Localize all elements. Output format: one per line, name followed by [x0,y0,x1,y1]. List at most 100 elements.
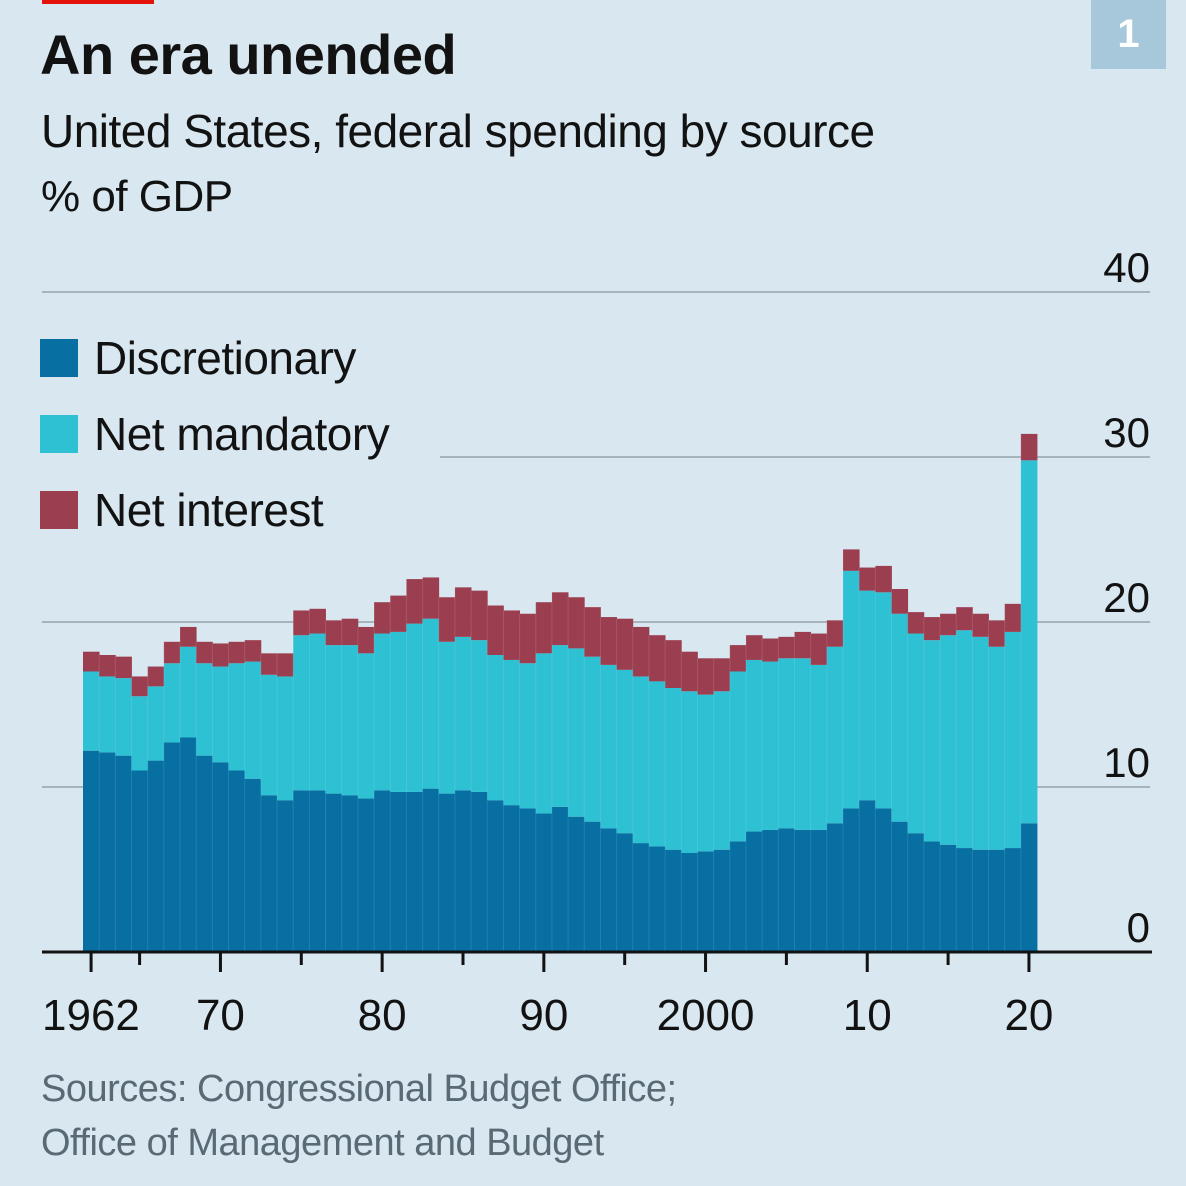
bar-net-interest-2009 [842,549,860,571]
bar-net-mandatory-1963 [99,676,116,753]
bar-discretionary-2012 [891,821,909,952]
bar-discretionary-1974 [277,800,294,952]
chart-subtitle: United States, federal spending by sourc… [41,105,875,157]
chart-number-badge: 1 [1091,0,1166,69]
bar-net-interest-1975 [293,610,310,636]
x-tick-label: 80 [358,991,407,1040]
bars [83,433,1038,952]
bar-discretionary-2002 [729,841,747,952]
brand-tag [42,0,154,4]
bar-net-mandatory-2017 [972,636,989,850]
bar-net-mandatory-1981 [390,631,407,792]
bar-net-mandatory-1975 [293,635,310,791]
bar-net-interest-1967 [163,641,181,664]
bar-net-mandatory-1973 [260,674,278,796]
bar-net-interest-1977 [325,620,343,646]
bar-net-interest-1996 [632,626,650,677]
x-tick-label: 2000 [657,991,755,1040]
bar-net-mandatory-1994 [600,664,618,829]
bar-net-mandatory-2016 [956,630,973,849]
bar-net-mandatory-2004 [762,661,779,830]
bar-discretionary-1993 [584,821,601,952]
bar-net-mandatory-1991 [551,645,569,807]
bar-net-interest-1988 [503,610,520,660]
bar-net-interest-1976 [309,608,326,634]
bar-net-interest-2016 [956,607,973,631]
bar-net-mandatory-1998 [665,688,682,850]
bar-net-interest-1990 [535,602,553,654]
bar-net-mandatory-2000 [697,694,715,852]
bar-discretionary-2009 [842,808,860,952]
bar-net-mandatory-1964 [115,678,132,756]
bar-discretionary-2011 [875,808,892,952]
chart-title: An era unended [40,23,457,86]
bar-discretionary-1999 [681,853,698,952]
bar-discretionary-2013 [907,833,925,952]
bar-net-mandatory-1977 [325,645,343,794]
legend-label: Net interest [94,484,324,536]
bar-net-mandatory-1990 [535,653,553,814]
bar-net-interest-1974 [277,653,294,677]
bar-net-mandatory-1995 [616,669,634,834]
bar-net-interest-1999 [681,651,698,692]
bar-net-mandatory-1962 [83,671,100,751]
bar-net-mandatory-1988 [503,659,520,806]
bar-net-interest-2003 [745,635,763,660]
bar-discretionary-1977 [325,793,343,952]
bar-discretionary-1990 [535,813,553,952]
x-tick-label: 20 [1004,991,1053,1040]
bar-net-interest-1983 [422,577,440,619]
y-tick-label: 0 [1127,904,1150,951]
bar-net-interest-2013 [907,612,925,634]
bar-discretionary-1998 [665,849,682,952]
bar-net-mandatory-2019 [1004,631,1022,849]
source-line-1: Sources: Congressional Budget Office; [41,1068,677,1110]
bar-net-mandatory-2009 [842,570,860,809]
bar-discretionary-2019 [1004,848,1022,952]
bar-net-interest-2004 [762,638,779,662]
bar-discretionary-1988 [503,805,520,952]
bar-net-interest-1997 [648,635,666,682]
y-tick-label: 10 [1103,739,1150,786]
bar-net-mandatory-2001 [713,691,731,850]
bar-discretionary-1963 [99,752,116,952]
bar-discretionary-1966 [147,760,165,952]
bar-net-interest-1982 [406,579,423,624]
bar-net-mandatory-1987 [487,655,504,801]
bar-discretionary-1996 [632,843,650,952]
bar-discretionary-1971 [228,770,246,952]
source-line-2: Office of Management and Budget [41,1122,604,1164]
bar-net-interest-1984 [438,597,456,642]
bar-discretionary-2006 [794,829,812,952]
bar-net-mandatory-1966 [147,686,165,761]
y-axis-labels: 0 10 20 30 40 [1103,244,1150,951]
bar-net-interest-2019 [1004,603,1022,632]
bar-net-mandatory-1982 [406,623,423,792]
bar-discretionary-2014 [923,841,941,952]
bar-discretionary-1965 [131,770,149,952]
bar-discretionary-2005 [778,828,795,952]
bar-discretionary-2020 [1020,823,1038,952]
bar-net-interest-1968 [180,626,197,647]
bar-net-mandatory-1968 [180,646,197,738]
x-axis-labels: 1962 70 80 90 2000 10 20 [42,991,1053,1040]
bar-net-mandatory-1997 [648,681,666,847]
x-tick-label: 90 [519,991,568,1040]
bar-net-interest-1969 [196,641,213,664]
bar-discretionary-1989 [519,808,537,952]
bar-net-interest-2001 [713,658,731,692]
bar-net-mandatory-1992 [568,648,585,817]
bar-discretionary-2015 [940,844,957,952]
bar-discretionary-1979 [357,798,375,952]
bar-discretionary-2016 [956,848,973,952]
bar-discretionary-1997 [648,846,666,952]
bar-net-mandatory-1979 [357,653,375,799]
chart-unit-label: % of GDP [41,172,233,221]
bar-net-interest-1989 [519,613,537,664]
bar-net-mandatory-2006 [794,658,812,830]
bar-net-interest-1962 [83,651,100,672]
bar-discretionary-1985 [454,790,472,952]
bar-net-interest-1993 [584,607,601,657]
bar-discretionary-1994 [600,828,618,952]
bar-net-mandatory-1984 [438,641,456,794]
